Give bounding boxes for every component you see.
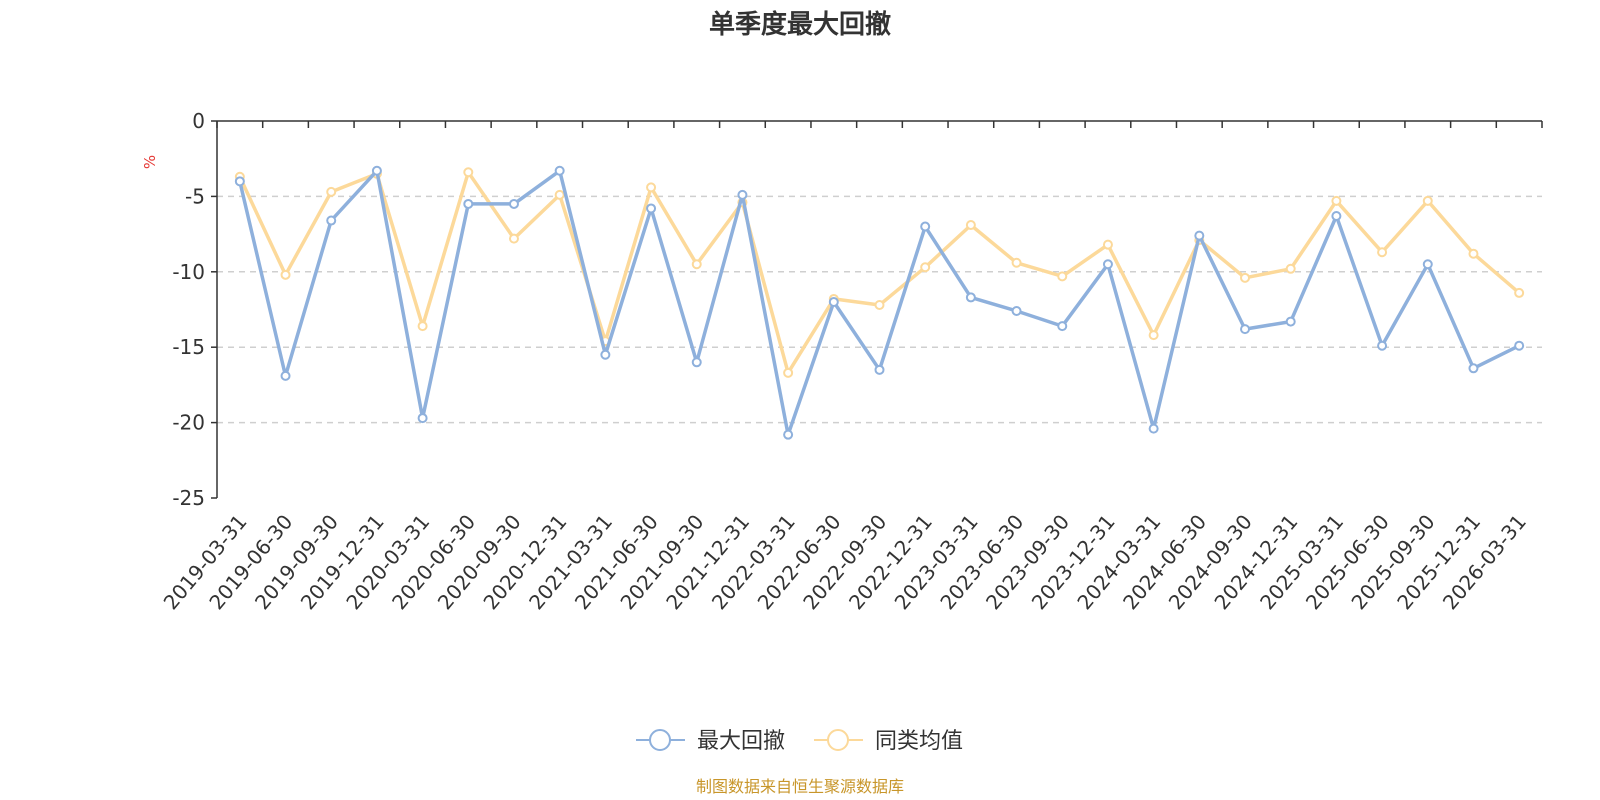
data-point[interactable] [965, 220, 976, 231]
legend-label-peer-average: 同类均值 [875, 729, 963, 754]
data-point[interactable] [417, 413, 428, 424]
data-point[interactable] [1148, 330, 1159, 341]
data-point[interactable] [1377, 247, 1388, 258]
data-point[interactable] [600, 349, 611, 360]
data-point[interactable] [920, 221, 931, 232]
y-tick-label: -20 [172, 411, 205, 435]
source-note: 制图数据来自恒生聚源数据库 [696, 777, 904, 796]
data-point[interactable] [463, 167, 474, 178]
y-tick-label: 0 [192, 109, 205, 133]
data-point[interactable] [280, 370, 291, 381]
data-point[interactable] [737, 189, 748, 200]
data-point[interactable] [463, 198, 474, 209]
series-0 [234, 165, 1525, 440]
series-lines [234, 165, 1525, 440]
data-point[interactable] [874, 299, 885, 310]
data-point[interactable] [691, 259, 702, 270]
data-point[interactable] [326, 186, 337, 197]
data-point[interactable] [234, 176, 245, 187]
y-axis-unit: % [141, 155, 159, 169]
data-point[interactable] [1102, 259, 1113, 270]
data-point[interactable] [1285, 316, 1296, 327]
data-point[interactable] [326, 215, 337, 226]
legend-marker-peer-average [827, 729, 849, 751]
data-point[interactable] [1102, 239, 1113, 250]
data-point[interactable] [417, 321, 428, 332]
legend-label-max-drawdown: 最大回撤 [697, 729, 785, 754]
data-point[interactable] [1422, 259, 1433, 270]
data-point[interactable] [1331, 195, 1342, 206]
data-point[interactable] [1011, 306, 1022, 317]
legend-item-peer-average[interactable]: 同类均值 [814, 729, 963, 754]
data-point[interactable] [691, 357, 702, 368]
y-tick-label: -5 [185, 184, 205, 208]
legend-item-max-drawdown[interactable]: 最大回撤 [636, 729, 785, 754]
data-point[interactable] [1057, 321, 1068, 332]
data-point[interactable] [965, 292, 976, 303]
y-tick-label: -25 [172, 486, 205, 510]
data-point[interactable] [1148, 423, 1159, 434]
data-point[interactable] [828, 296, 839, 307]
data-point[interactable] [874, 364, 885, 375]
data-point[interactable] [508, 198, 519, 209]
data-point[interactable] [1377, 340, 1388, 351]
data-point[interactable] [1285, 263, 1296, 274]
data-point[interactable] [1331, 211, 1342, 222]
data-point[interactable] [1468, 363, 1479, 374]
data-point[interactable] [1514, 287, 1525, 298]
data-point[interactable] [783, 367, 794, 378]
data-point[interactable] [554, 189, 565, 200]
data-point[interactable] [1240, 272, 1251, 283]
data-point[interactable] [1057, 271, 1068, 282]
y-tick-label: -15 [172, 335, 205, 359]
data-point[interactable] [371, 165, 382, 176]
legend[interactable]: 最大回撤 同类均值 [636, 729, 963, 754]
data-point[interactable] [1240, 324, 1251, 335]
data-point[interactable] [508, 233, 519, 244]
data-point[interactable] [1422, 195, 1433, 206]
chart-title: 单季度最大回撤 [709, 9, 891, 40]
data-point[interactable] [1194, 230, 1205, 241]
data-point[interactable] [1514, 340, 1525, 351]
series-1 [234, 167, 1525, 378]
data-point[interactable] [646, 203, 657, 214]
legend-marker-max-drawdown [649, 729, 671, 751]
data-point[interactable] [646, 182, 657, 193]
data-point[interactable] [280, 269, 291, 280]
data-point[interactable] [783, 429, 794, 440]
axes: 0-5-10-15-20-252019-03-312019-06-302019-… [159, 109, 1543, 614]
y-tick-label: -10 [172, 260, 205, 284]
data-point[interactable] [1011, 257, 1022, 268]
data-point[interactable] [554, 165, 565, 176]
data-point[interactable] [920, 262, 931, 273]
data-point[interactable] [1468, 248, 1479, 259]
